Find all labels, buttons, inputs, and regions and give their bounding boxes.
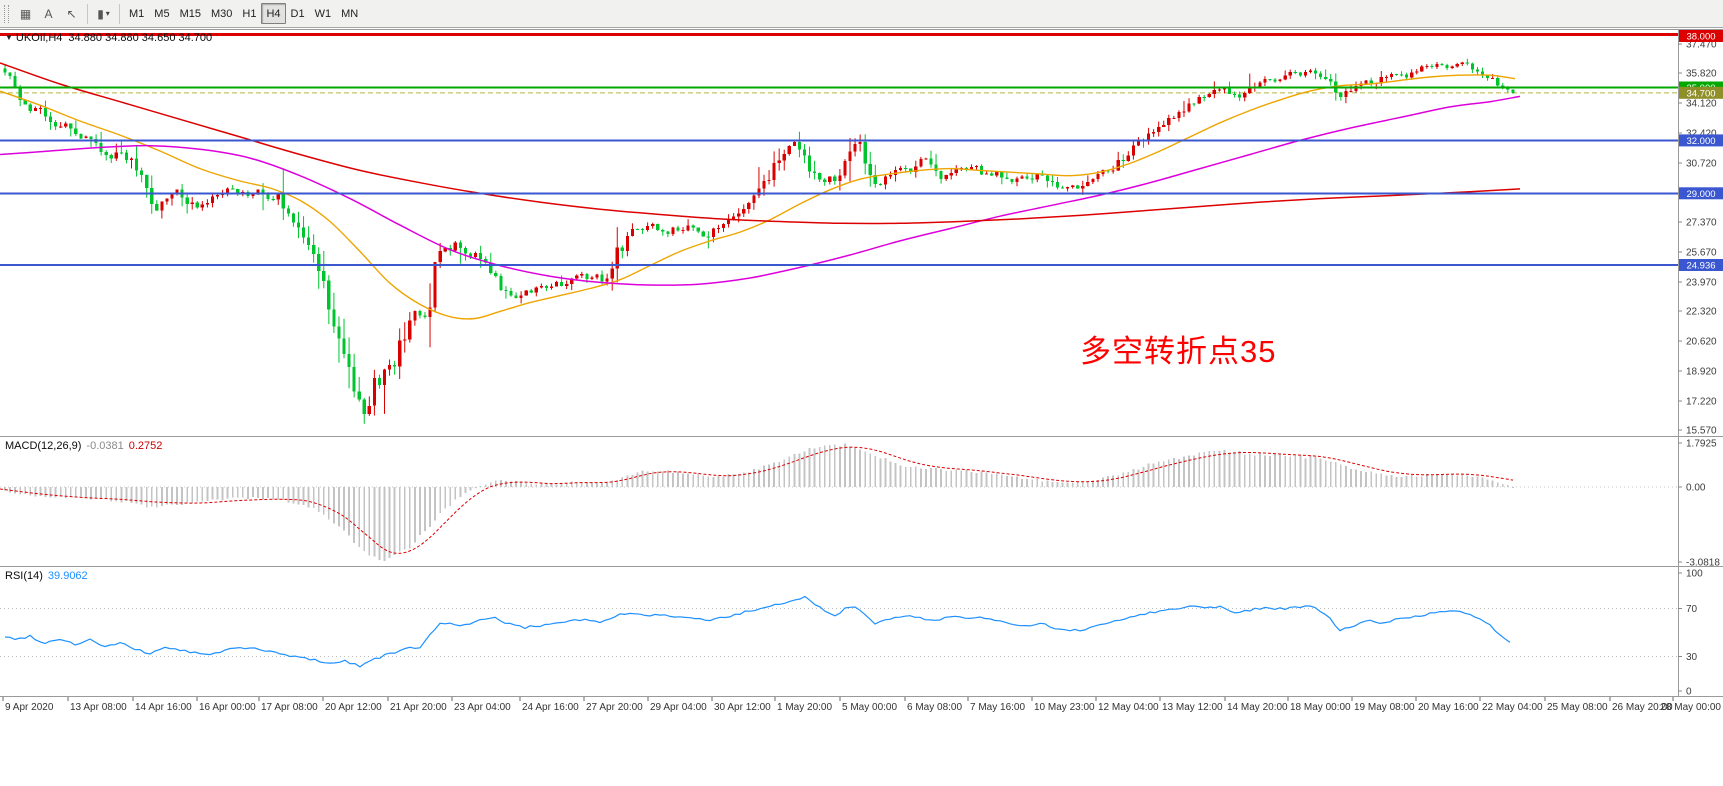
svg-text:10 May 23:00: 10 May 23:00 <box>1034 702 1095 713</box>
price-tag-29.000 <box>1679 187 1723 200</box>
toolbar-separator <box>87 3 88 24</box>
timeframe-m30[interactable]: M30 <box>210 7 233 20</box>
timeframe-m1[interactable]: M1 <box>129 7 145 20</box>
price-tag-24.936 <box>1679 259 1723 271</box>
svg-text:34.120: 34.120 <box>1686 99 1717 110</box>
svg-text:29.000: 29.000 <box>1686 189 1715 200</box>
svg-text:22.320: 22.320 <box>1686 307 1717 318</box>
svg-text:22 May 04:00: 22 May 04:00 <box>1482 702 1543 713</box>
timeframe-h1[interactable]: H1 <box>242 7 257 20</box>
svg-text:25 May 08:00: 25 May 08:00 <box>1547 702 1608 713</box>
price-tag-32.000 <box>1679 134 1723 147</box>
svg-text:17 Apr 08:00: 17 Apr 08:00 <box>261 702 318 713</box>
timeframe-w1[interactable]: W1 <box>314 7 332 20</box>
svg-text:6 May 08:00: 6 May 08:00 <box>907 702 962 713</box>
charts-grid-icon[interactable]: ▦ <box>19 6 32 21</box>
timeframe-mn[interactable]: MN <box>341 7 359 20</box>
svg-text:29 Apr 04:00: 29 Apr 04:00 <box>650 702 707 713</box>
svg-text:32.000: 32.000 <box>1686 136 1715 147</box>
svg-text:15.570: 15.570 <box>1686 426 1717 437</box>
ma-orange-line <box>0 74 1516 320</box>
ohlc-values: 34.880 34.880 34.650 34.700 <box>68 32 213 44</box>
text-annotation-icon[interactable]: A <box>44 6 53 21</box>
svg-text:100: 100 <box>1686 569 1703 580</box>
timeframe-m15[interactable]: M15 <box>179 7 201 20</box>
svg-text:5 May 00:00: 5 May 00:00 <box>842 702 897 713</box>
svg-text:18 May 00:00: 18 May 00:00 <box>1290 702 1351 713</box>
svg-text:24.936: 24.936 <box>1686 260 1715 271</box>
svg-text:13 May 12:00: 13 May 12:00 <box>1162 702 1223 713</box>
svg-text:26 May 20:00: 26 May 20:00 <box>1612 702 1673 713</box>
rsi-line <box>4 595 1511 668</box>
cursor-tool-icon[interactable]: ↖ <box>66 6 77 21</box>
price-tag-34.700 <box>1679 86 1723 99</box>
ma-magenta-line <box>0 95 1521 286</box>
svg-text:17.220: 17.220 <box>1686 397 1717 408</box>
svg-text:70: 70 <box>1686 604 1698 615</box>
svg-text:7 May 16:00: 7 May 16:00 <box>970 702 1025 713</box>
svg-text:0.00: 0.00 <box>1686 483 1706 494</box>
svg-text:37.470: 37.470 <box>1686 40 1717 51</box>
svg-text:20 Apr 12:00: 20 Apr 12:00 <box>325 702 382 713</box>
svg-text:-3.0818: -3.0818 <box>1686 558 1720 569</box>
collapse-arrow-icon[interactable]: ▼ <box>5 33 13 42</box>
price-tag-38.000 <box>1679 30 1723 42</box>
svg-text:21 Apr 20:00: 21 Apr 20:00 <box>390 702 447 713</box>
dropdown-caret-icon: ▾ <box>105 9 110 18</box>
macd-signal-line <box>0 446 1514 554</box>
timeframe-m5[interactable]: M5 <box>154 7 170 20</box>
svg-text:0: 0 <box>1686 687 1692 698</box>
svg-text:24 Apr 16:00: 24 Apr 16:00 <box>522 702 579 713</box>
rsi-panel <box>0 595 1678 668</box>
macd-signal-value: 0.2752 <box>128 440 163 452</box>
svg-text:16 Apr 00:00: 16 Apr 00:00 <box>199 702 256 713</box>
toolbar-drag-handle[interactable] <box>4 4 9 23</box>
price-panel <box>0 58 1678 424</box>
svg-text:14 May 20:00: 14 May 20:00 <box>1227 702 1288 713</box>
svg-text:30: 30 <box>1686 652 1698 663</box>
chart-annotation-text[interactable]: 多空转折点35 <box>1080 334 1277 369</box>
chart-type-icon[interactable]: ▮ ▾ <box>97 6 110 21</box>
svg-text:32.420: 32.420 <box>1686 129 1717 140</box>
svg-text:23.970: 23.970 <box>1686 278 1717 289</box>
macd-panel <box>0 443 1678 561</box>
svg-text:23 Apr 04:00: 23 Apr 04:00 <box>454 702 511 713</box>
rsi-indicator-label: RSI(14) 39.9062 <box>5 570 88 582</box>
ma-red-line <box>0 62 1521 225</box>
axes: 37.47035.82034.12032.42030.72029.02027.3… <box>0 29 1723 713</box>
svg-text:13 Apr 08:00: 13 Apr 08:00 <box>70 702 127 713</box>
svg-text:25.670: 25.670 <box>1686 248 1717 259</box>
svg-text:1 May 20:00: 1 May 20:00 <box>777 702 832 713</box>
symbol-title: UKOIl,H4 <box>15 32 63 44</box>
timeframe-d1[interactable]: D1 <box>290 7 305 20</box>
svg-text:20 May 16:00: 20 May 16:00 <box>1418 702 1479 713</box>
svg-text:35.820: 35.820 <box>1686 69 1717 80</box>
svg-text:27.370: 27.370 <box>1686 218 1717 229</box>
svg-text:14 Apr 16:00: 14 Apr 16:00 <box>135 702 192 713</box>
rsi-name: RSI(14) <box>5 570 43 582</box>
svg-text:30 Apr 12:00: 30 Apr 12:00 <box>714 702 771 713</box>
macd-indicator-label: MACD(12,26,9) -0.0381 0.2752 <box>5 440 162 452</box>
svg-text:9 Apr 2020: 9 Apr 2020 <box>5 702 54 713</box>
svg-text:28 May 00:00: 28 May 00:00 <box>1660 702 1721 713</box>
macd-main-value: -0.0381 <box>86 440 124 452</box>
svg-text:20.620: 20.620 <box>1686 337 1717 348</box>
svg-text:34.700: 34.700 <box>1686 88 1715 99</box>
macd-name: MACD(12,26,9) <box>5 440 82 452</box>
timeframe-toolbar: ▦ A ↖ ▮ ▾ M1 M5 M15 M30 H1 H4 D1 W1 MN <box>0 0 1723 28</box>
svg-text:12 May 04:00: 12 May 04:00 <box>1098 702 1159 713</box>
rsi-value: 39.9062 <box>47 570 88 582</box>
svg-text:18.920: 18.920 <box>1686 367 1717 378</box>
svg-text:19 May 08:00: 19 May 08:00 <box>1354 702 1415 713</box>
svg-text:30.720: 30.720 <box>1686 159 1717 170</box>
svg-text:27 Apr 20:00: 27 Apr 20:00 <box>586 702 643 713</box>
svg-text:1.7925: 1.7925 <box>1686 439 1717 450</box>
toolbar-separator <box>119 3 120 24</box>
symbol-header: ▼ UKOIl,H4 34.880 34.880 34.650 34.700 <box>5 32 212 44</box>
timeframe-h4[interactable]: H4 <box>261 3 286 24</box>
svg-text:38.000: 38.000 <box>1686 32 1715 43</box>
